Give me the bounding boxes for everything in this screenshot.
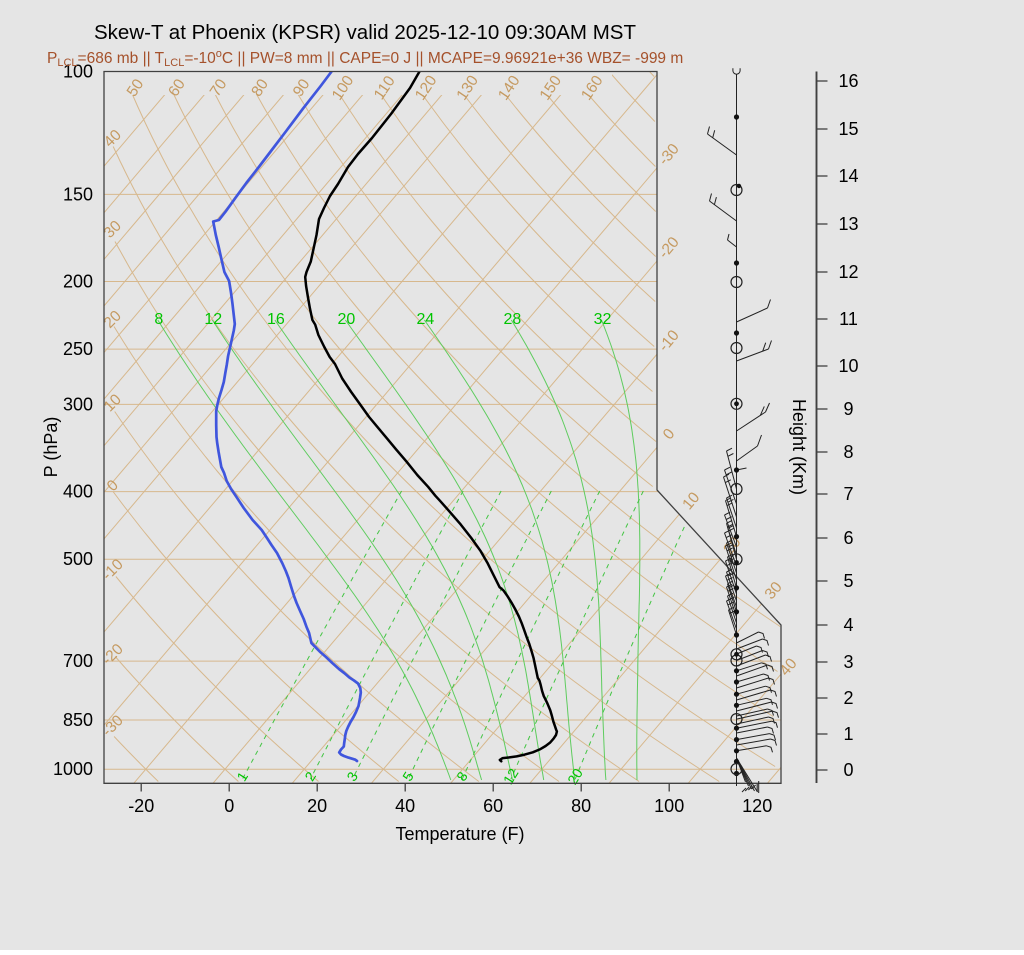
svg-text:250: 250 [63,339,93,359]
svg-text:2: 2 [843,688,853,708]
svg-text:60: 60 [483,796,503,816]
svg-text:1: 1 [843,724,853,744]
svg-text:12: 12 [500,765,522,787]
svg-text:500: 500 [63,549,93,569]
svg-text:-20: -20 [128,796,154,816]
svg-text:8: 8 [154,311,163,328]
svg-text:16: 16 [838,71,858,91]
svg-text:12: 12 [838,262,858,282]
svg-text:3: 3 [843,652,853,672]
svg-text:9: 9 [843,399,853,419]
svg-text:400: 400 [63,482,93,502]
svg-text:200: 200 [63,272,93,292]
svg-text:14: 14 [838,166,858,186]
svg-text:100: 100 [654,796,684,816]
svg-text:90: 90 [290,76,314,100]
svg-text:20: 20 [564,765,586,787]
svg-text:20: 20 [338,311,356,328]
svg-text:Height (Km): Height (Km) [789,399,809,495]
svg-text:300: 300 [63,394,93,414]
svg-text:80: 80 [248,76,272,100]
svg-text:60: 60 [165,76,189,100]
svg-text:4: 4 [843,615,853,635]
svg-text:700: 700 [63,651,93,671]
svg-text:50: 50 [124,76,148,100]
svg-text:6: 6 [843,528,853,548]
svg-text:80: 80 [571,796,591,816]
svg-text:28: 28 [504,311,522,328]
svg-text:100: 100 [63,62,93,82]
svg-text:20: 20 [307,796,327,816]
svg-text:15: 15 [838,119,858,139]
svg-text:8: 8 [843,442,853,462]
svg-text:120: 120 [742,796,772,816]
svg-text:10: 10 [838,356,858,376]
svg-text:16: 16 [267,311,285,328]
svg-text:1000: 1000 [53,759,93,779]
svg-text:13: 13 [838,214,858,234]
svg-text:850: 850 [63,710,93,730]
svg-text:5: 5 [843,571,853,591]
svg-text:70: 70 [207,76,231,100]
svg-text:0: 0 [224,796,234,816]
svg-text:24: 24 [417,311,435,328]
svg-text:Temperature (F): Temperature (F) [395,824,524,844]
svg-text:11: 11 [839,309,858,329]
svg-text:0: 0 [843,760,853,780]
svg-text:150: 150 [63,184,93,204]
svg-text:32: 32 [594,311,612,328]
svg-text:12: 12 [204,311,222,328]
svg-text:Skew-T at Phoenix (KPSR) valid: Skew-T at Phoenix (KPSR) valid 2025-12-1… [94,21,636,44]
svg-text:P (hPa): P (hPa) [41,417,61,478]
svg-text:PLCL=686 mb || TLCL=-10oC || P: PLCL=686 mb || TLCL=-10oC || PW=8 mm || … [47,48,683,69]
svg-text:40: 40 [395,796,415,816]
svg-text:7: 7 [843,484,853,504]
